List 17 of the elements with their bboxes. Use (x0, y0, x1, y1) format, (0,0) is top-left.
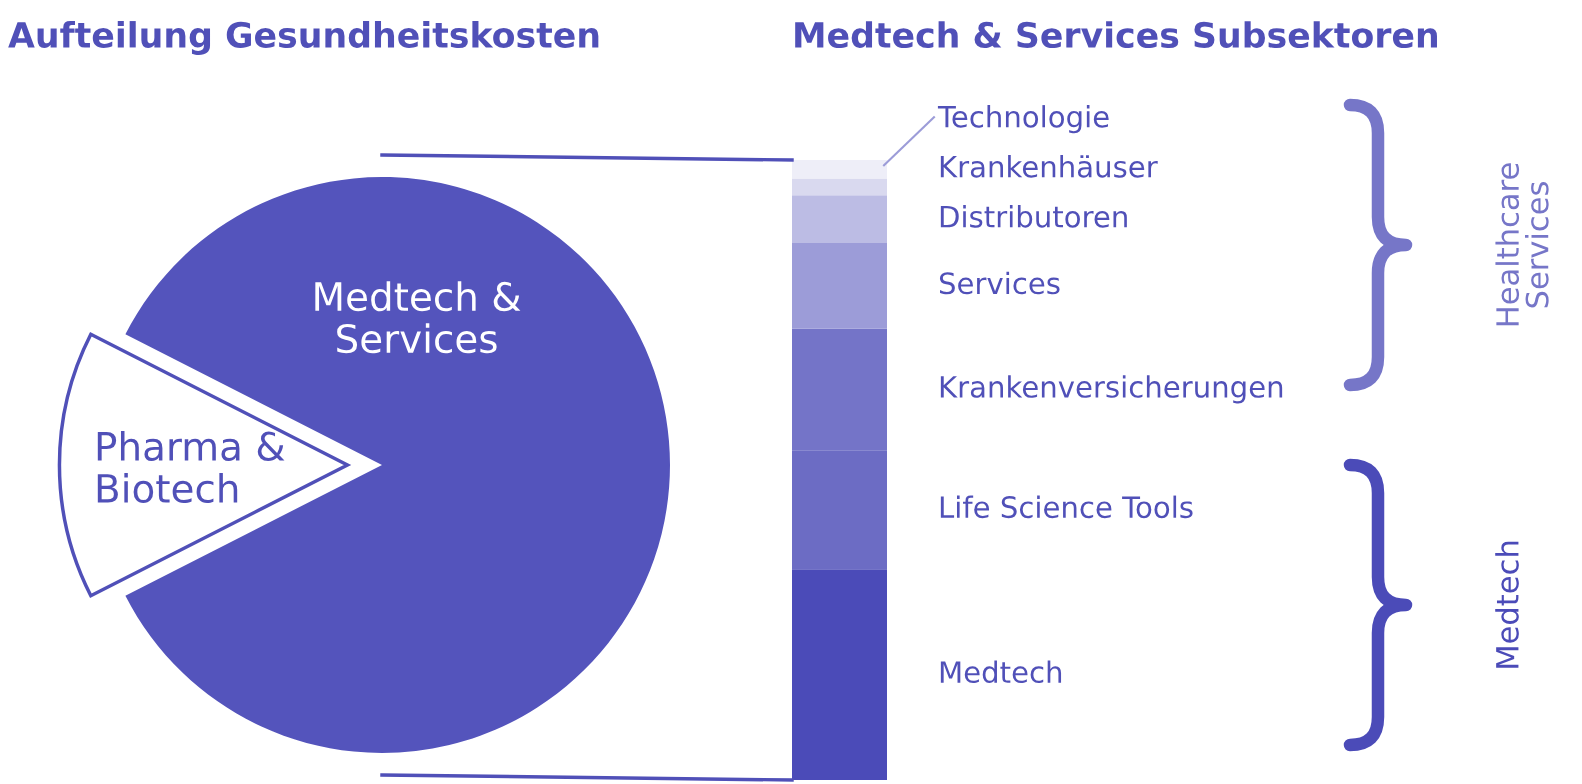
series-label: Medtech (940, 660, 1062, 684)
bar (792, 195, 887, 244)
bar (792, 243, 887, 329)
text: Medtech (1495, 541, 1519, 668)
text: Medtech & Services Subsektoren (795, 21, 1437, 49)
bar (792, 160, 887, 179)
series-label: Distributoren (940, 205, 1127, 228)
text: Healthcare Services (1495, 163, 1549, 326)
slice-label: Medtech & Services (315, 281, 521, 354)
series-label: Services (939, 271, 1060, 295)
series-label: Life Science Tools (940, 495, 1193, 519)
series-label: Krankenhäuser (940, 155, 1158, 178)
bar (792, 178, 887, 196)
slice-label: Pharma & Biotech (97, 430, 285, 504)
series-label: Technologie (937, 105, 1109, 134)
chart-title: Aufteilung Gesundheitskosten (8, 21, 599, 55)
series-label: Krankenversicherungen (940, 375, 1283, 404)
